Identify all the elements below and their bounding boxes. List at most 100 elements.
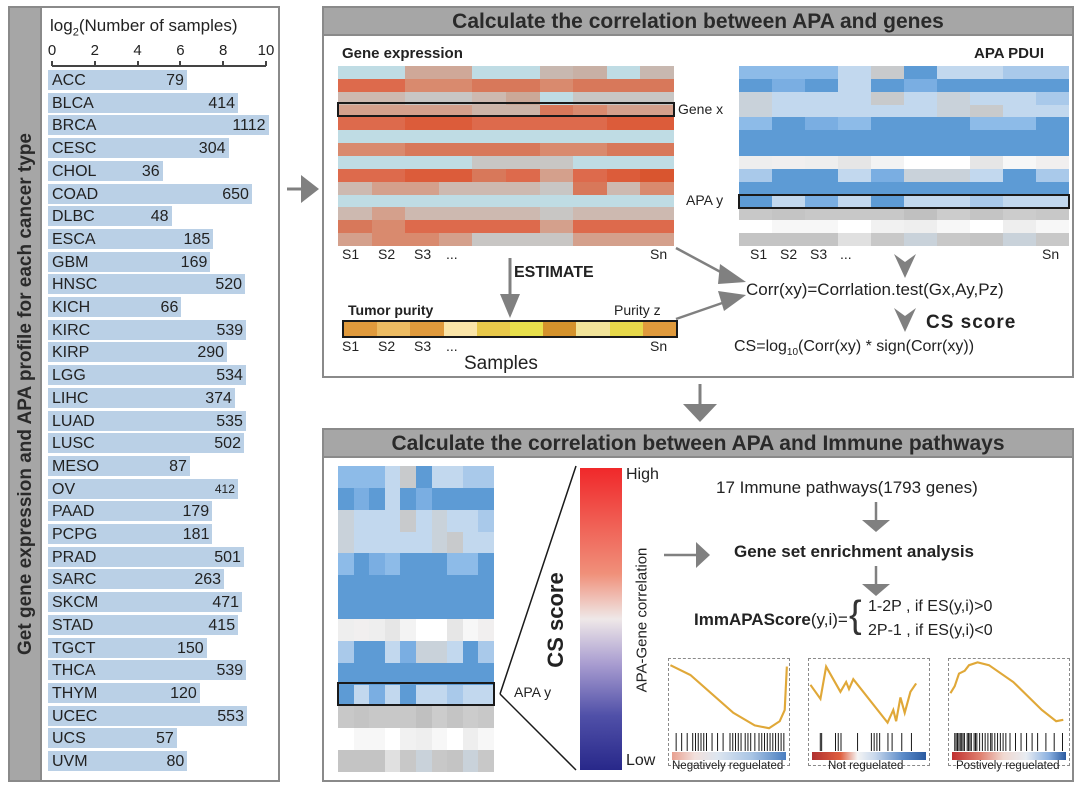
bar-row: SARC 263: [48, 569, 225, 590]
bar-category-label: LUAD: [52, 412, 95, 430]
bar: [48, 92, 239, 113]
heatmap-cell: [937, 207, 970, 221]
heatmap-cell: [871, 181, 904, 195]
heatmap-cell: [937, 155, 970, 169]
heatmap-cell: [353, 575, 370, 598]
bar-category-label: LUSC: [52, 435, 95, 453]
heatmap-cell: [838, 117, 871, 131]
heatmap-cell: [1003, 155, 1036, 169]
heatmap-cell: [505, 104, 540, 118]
heatmap-cell: [739, 78, 772, 92]
heatmap-cell: [447, 575, 463, 598]
heatmap-cell: [431, 662, 448, 685]
heatmap-cell: [970, 194, 1003, 208]
sample-label: ...: [446, 246, 458, 262]
heatmap-cell: [1003, 181, 1036, 195]
heatmap-cell: [772, 155, 805, 169]
heatmap-cell: [478, 684, 494, 707]
purity-cell: [510, 322, 544, 336]
high-label: High: [626, 466, 659, 483]
heatmap-cell: [970, 207, 1003, 221]
bar: [48, 160, 163, 181]
apa-y-label: APA y: [514, 684, 552, 700]
heatmap-cell: [606, 143, 641, 156]
purity-cell: [576, 322, 610, 336]
heatmap-cell: [462, 750, 479, 772]
x-tick-label: 4: [133, 42, 142, 59]
heatmap-cell: [472, 104, 506, 118]
purity-cell: [476, 322, 510, 336]
heatmap-cell: [405, 155, 439, 169]
heatmap-cell: [438, 104, 473, 118]
heatmap-cell: [438, 194, 473, 208]
bar-category-label: THCA: [52, 662, 96, 680]
heatmap-cell: [871, 143, 904, 156]
heatmap-cell: [606, 155, 641, 169]
x-tick-label: 10: [257, 42, 275, 59]
heatmap-cell: [478, 640, 494, 663]
heatmap-cell: [805, 155, 838, 169]
bar: [48, 365, 246, 386]
heatmap-cell: [338, 509, 354, 532]
heatmap-cell: [338, 466, 354, 488]
bar-value-label: 169: [180, 253, 208, 271]
heatmap-cell: [447, 466, 463, 488]
bar-category-label: UCEC: [52, 707, 98, 725]
heatmap-cell: [405, 91, 439, 105]
heatmap-cell: [937, 220, 970, 234]
bar-category-label: TGCT: [52, 639, 96, 657]
heatmap-cell: [338, 220, 372, 234]
apa-gene-correlation-panel: Calculate the correlation between APA an…: [322, 6, 1074, 378]
heatmap-cell: [478, 706, 494, 729]
heatmap-cell: [405, 66, 439, 79]
heatmap-cell: [937, 104, 970, 118]
heatmap-cell: [416, 684, 432, 707]
heatmap-cell: [871, 78, 904, 92]
heatmap-cell: [371, 104, 406, 118]
heatmap-cell: [838, 207, 871, 221]
heatmap-cell: [338, 130, 372, 144]
heatmap-cell: [338, 117, 372, 131]
enrichment-curve: [949, 661, 1064, 723]
bar-category-label: PAAD: [52, 503, 95, 521]
es-line: [809, 663, 918, 725]
bar: [48, 433, 244, 454]
heatmap-cell: [353, 662, 370, 685]
heatmap-cell: [1003, 130, 1036, 144]
heatmap-cell: [400, 750, 416, 772]
arrow-right-icon: [664, 542, 710, 568]
bar-value-label: 1112: [232, 117, 266, 135]
heatmap-cell: [838, 155, 871, 169]
bar: [48, 70, 187, 90]
panel-side-header: Get gene expression and APA profile for …: [10, 8, 42, 780]
cs-score-label: CS score: [926, 312, 1017, 333]
heatmap-cell: [384, 640, 401, 663]
heatmap-cell: [606, 220, 641, 234]
immapa-score-name: ImmAPAScore: [694, 610, 811, 629]
heatmap-cell: [838, 194, 871, 208]
heatmap-cell: [904, 155, 937, 169]
heatmap-cell: [462, 575, 479, 598]
heatmap-cell: [447, 597, 463, 619]
heatmap-cell: [400, 575, 416, 598]
heatmap-cell: [405, 220, 439, 234]
bar-value-label: 535: [216, 412, 243, 430]
heatmap-cell: [505, 220, 540, 234]
heatmap-cell: [505, 181, 540, 195]
heatmap-cell: [405, 130, 439, 144]
heatmap-cell: [405, 181, 439, 195]
heatmap-cell: [640, 207, 674, 221]
heatmap-cell: [416, 597, 432, 619]
heatmap-cell: [400, 662, 416, 685]
sample-label: Sn: [650, 246, 668, 262]
heatmap-cell: [606, 130, 641, 144]
heatmap-cell: [970, 91, 1003, 105]
heatmap-cell: [640, 104, 674, 118]
heatmap-cell: [772, 207, 805, 221]
heatmap-cell: [1036, 207, 1069, 221]
heatmap-cell: [472, 130, 506, 144]
heatmap-cell: [371, 220, 406, 234]
bar: [48, 183, 252, 204]
bar-category-label: SKCM: [52, 594, 99, 612]
heatmap-cell: [805, 66, 838, 79]
